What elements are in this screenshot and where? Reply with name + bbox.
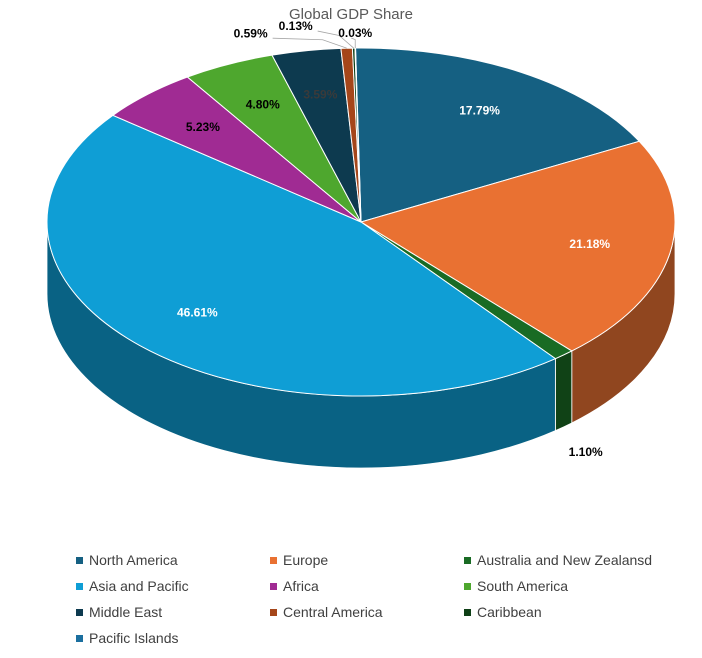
legend-label: Middle East — [89, 604, 163, 620]
legend-swatch — [464, 556, 471, 564]
legend-item-middle-east: Middle East — [76, 604, 270, 620]
pie-labels: 17.79% 21.18% 1.10% 46.61% 5.23% 4.80% 3.59% 0.… — [177, 19, 610, 459]
legend-item-central-america: Central America — [270, 604, 464, 620]
legend-label: North America — [89, 552, 178, 568]
data-label-south-america: 4.80% — [246, 97, 280, 111]
legend-label: Europe — [283, 552, 329, 568]
legend-item-europe: Europe — [270, 552, 464, 568]
data-label-middle-east: 3.59% — [303, 87, 337, 101]
data-label-africa: 5.23% — [186, 120, 220, 134]
data-label-pacific-islands: 0.03% — [338, 26, 372, 40]
legend-item-caribbean: Caribbean — [464, 604, 664, 620]
legend-label: Central America — [283, 604, 383, 620]
legend-item-pacific-islands: Pacific Islands — [76, 630, 270, 646]
legend-item-africa: Africa — [270, 578, 464, 594]
legend-item-north-america: North America — [76, 552, 270, 568]
legend-swatch — [76, 608, 83, 616]
legend-swatch — [270, 582, 277, 590]
legend-label: Caribbean — [477, 604, 542, 620]
pie-slice-north-america — [355, 47, 641, 223]
pie-tops — [46, 47, 676, 397]
chart-title: Global GDP Share — [289, 6, 413, 23]
legend-item-australia-and-new-zealansd: Australia and New Zealansd — [464, 552, 664, 568]
legend-swatch — [76, 556, 83, 564]
data-label-north-america: 17.79% — [459, 103, 500, 117]
legend: North America Europe Australia and New Zea… — [76, 552, 676, 646]
legend-label: Africa — [283, 578, 319, 594]
legend-label: Australia and New Zealansd — [477, 552, 653, 568]
pie-slice-europe — [359, 140, 676, 352]
legend-swatch — [76, 582, 83, 590]
legend-swatch — [76, 634, 83, 642]
data-label-asia-and-pacific: 46.61% — [177, 306, 218, 320]
leader-line-pacific-islands — [351, 37, 356, 49]
legend-swatch — [270, 556, 277, 564]
data-label-australia-and-new-zealansd: 1.10% — [569, 445, 603, 459]
data-label-central-america: 0.59% — [234, 26, 268, 40]
legend-swatch — [270, 608, 277, 616]
leader-line-caribbean — [317, 30, 354, 49]
legend-label: South America — [477, 578, 569, 594]
legend-swatch — [464, 582, 471, 590]
legend-item-south-america: South America — [464, 578, 664, 594]
leader-line-central-america — [272, 37, 347, 49]
pie-side-australia-and-new-zealansd — [554, 350, 573, 432]
legend-label: Asia and Pacific — [89, 578, 189, 594]
legend-swatch — [464, 608, 471, 616]
data-label-caribbean: 0.13% — [279, 19, 313, 33]
pie-slice-asia-and-pacific — [46, 114, 557, 397]
data-label-europe: 21.18% — [569, 237, 610, 251]
pie-chart: 17.79% 21.18% 1.10% 46.61% 5.23% 4.80% 3.59% 0.… — [46, 19, 676, 469]
legend-item-asia-and-pacific: Asia and Pacific — [76, 578, 270, 594]
legend-label: Pacific Islands — [89, 630, 179, 646]
